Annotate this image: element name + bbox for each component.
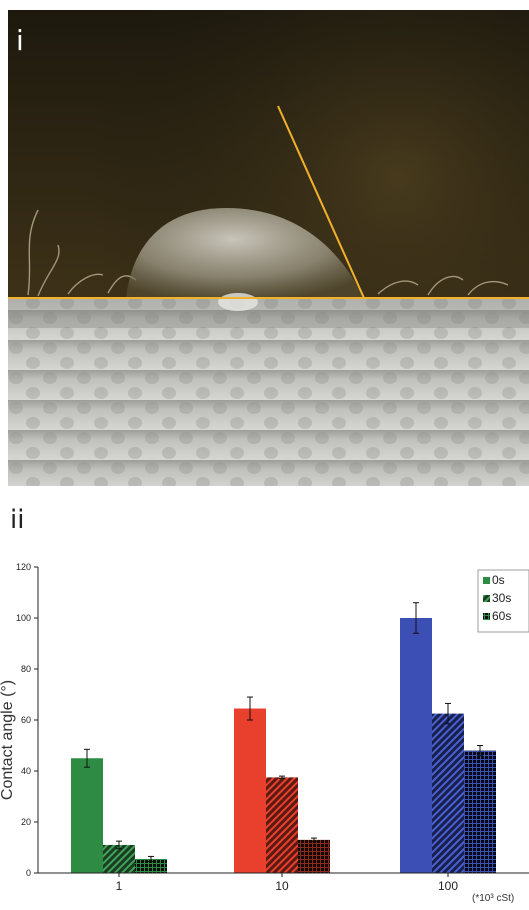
bar-0s-100 bbox=[400, 618, 432, 873]
bar-0s-10 bbox=[234, 708, 266, 873]
bar-60s-1 bbox=[135, 858, 167, 873]
bar-0s-1 bbox=[71, 758, 103, 873]
water-droplet bbox=[126, 208, 364, 298]
bar-60s-100 bbox=[464, 750, 496, 873]
legend-label-0s: 0s bbox=[492, 573, 505, 587]
tangent-guide bbox=[277, 105, 365, 299]
legend-swatch bbox=[483, 613, 490, 620]
legend-swatch bbox=[483, 577, 490, 584]
x-tick-label: 10 bbox=[275, 879, 289, 893]
bar-60s-10 bbox=[298, 839, 330, 873]
legend: 0s 30s 60s bbox=[477, 569, 529, 633]
y-tick-label: 40 bbox=[21, 766, 31, 776]
y-tick-label: 100 bbox=[16, 613, 31, 623]
legend-label-60s: 60s bbox=[492, 609, 511, 623]
x-tick-label: 100 bbox=[438, 879, 458, 893]
x-tick-label: 1 bbox=[116, 879, 123, 893]
panel-label-ii: ii bbox=[10, 505, 25, 535]
y-tick-label: 80 bbox=[21, 664, 31, 674]
legend-label-30s: 30s bbox=[492, 591, 511, 605]
y-tick-label: 60 bbox=[21, 715, 31, 725]
bar-30s-10 bbox=[266, 777, 298, 873]
bar-30s-100 bbox=[432, 713, 464, 873]
bar-30s-1 bbox=[103, 844, 135, 873]
y-tick-label: 20 bbox=[21, 817, 31, 827]
droplet-photo bbox=[8, 10, 529, 486]
x-unit-note: (*10³ cSt) bbox=[472, 893, 514, 904]
y-tick-label: 120 bbox=[16, 562, 31, 572]
y-axis-label: Contact angle (°) bbox=[0, 680, 16, 800]
legend-swatch bbox=[483, 595, 490, 602]
panel-label-i: i bbox=[16, 24, 24, 57]
y-tick-label: 0 bbox=[26, 868, 31, 878]
